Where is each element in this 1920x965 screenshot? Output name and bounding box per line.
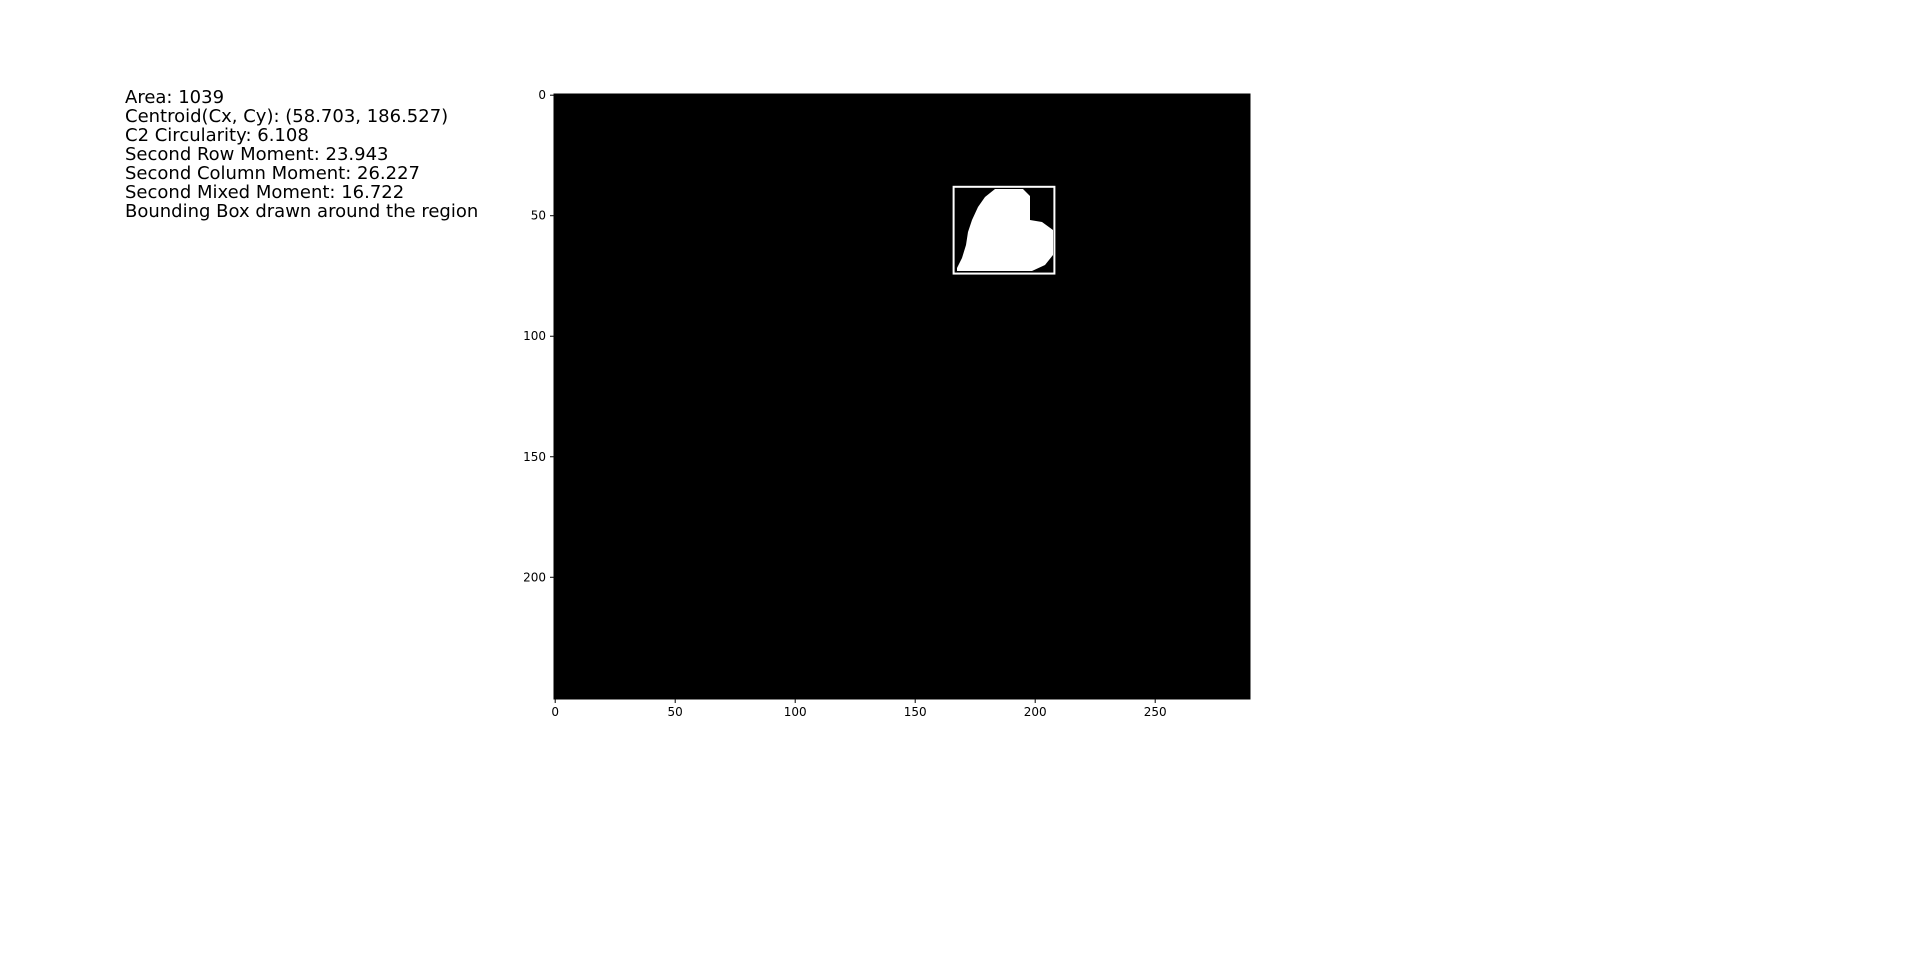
x-tick-label: 100 bbox=[784, 705, 807, 719]
annotation: Area: 1039 bbox=[125, 87, 224, 108]
y-tick-label: 0 bbox=[538, 88, 546, 102]
x-tick-label: 0 bbox=[551, 705, 559, 719]
annotation: Second Column Moment: 26.227 bbox=[125, 163, 420, 184]
x-tick-label: 250 bbox=[1144, 705, 1167, 719]
annotation: Second Mixed Moment: 16.722 bbox=[125, 182, 404, 203]
image bbox=[554, 94, 1250, 699]
y-tick-label: 200 bbox=[523, 570, 546, 584]
annotation: Bounding Box drawn around the region bbox=[125, 201, 478, 222]
x-tick-label: 200 bbox=[1024, 705, 1047, 719]
annotation: C2 Circularity: 6.108 bbox=[125, 125, 309, 146]
bounding-box bbox=[952, 185, 1056, 275]
x-tick-label: 50 bbox=[668, 705, 683, 719]
annotation: Centroid(Cx, Cy): (58.703, 186.527) bbox=[125, 106, 448, 127]
region bbox=[957, 189, 1053, 271]
y-tick-label: 50 bbox=[531, 209, 546, 223]
annotation: Second Row Moment: 23.943 bbox=[125, 144, 389, 165]
x-tick-label: 150 bbox=[904, 705, 927, 719]
y-tick-label: 150 bbox=[523, 450, 546, 464]
y-tick-label: 100 bbox=[523, 329, 546, 343]
axes-frame bbox=[553, 93, 1251, 700]
